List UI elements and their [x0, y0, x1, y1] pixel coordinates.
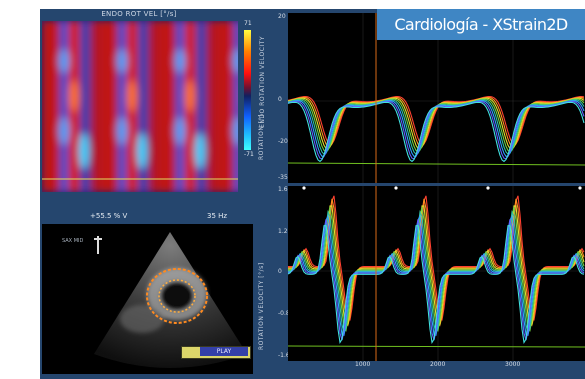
echo-play-label[interactable]: PLAY [200, 347, 248, 356]
bottom-ytick: -1.6 [278, 352, 290, 359]
strain-curve [288, 195, 585, 321]
velocity-heatmap[interactable] [42, 21, 238, 192]
top-ytick: -35 [278, 174, 288, 181]
echo-header-right: 35 Hz [207, 212, 228, 220]
colorbar [244, 30, 251, 150]
top-ytick: 20 [278, 13, 286, 20]
colorbar-min-label: -71 [244, 151, 254, 158]
bottom-plot-side-label: ROTATION VELOCITY [°/s] [258, 262, 265, 350]
strain-curve [288, 219, 585, 341]
rotation-velocity-plot[interactable] [288, 186, 585, 361]
cardiologia-banner: Cardiología - XStrain2D [377, 9, 585, 40]
bottom-ytick: -0.8 [278, 310, 290, 317]
bottom-ytick: 1.6 [278, 186, 288, 193]
strain-curve [288, 214, 585, 336]
bottom-ytick: 1.2 [278, 228, 288, 235]
top-ytick: -20 [278, 138, 288, 145]
strain-curve [288, 198, 585, 327]
top-plot-side-label: ROTATION [°] [258, 114, 265, 160]
colorbar-max-label: 71 [244, 20, 252, 27]
echo-view-label: SAX MID [62, 238, 84, 244]
strain-curve [288, 225, 585, 344]
strain-curve [288, 101, 585, 163]
x-tick: 1000 [355, 361, 371, 368]
x-tick: 2000 [430, 361, 446, 368]
strain-curve [288, 205, 585, 329]
bottom-ytick: 0 [278, 268, 282, 275]
heatmap-title: ENDO ROT VEL [°/s] [101, 10, 177, 18]
rotation-curves-plot[interactable] [288, 13, 585, 183]
x-tick: 3000 [505, 361, 521, 368]
echo-header-left: +55.5 % V [90, 212, 128, 220]
top-ytick: 0 [278, 96, 282, 103]
